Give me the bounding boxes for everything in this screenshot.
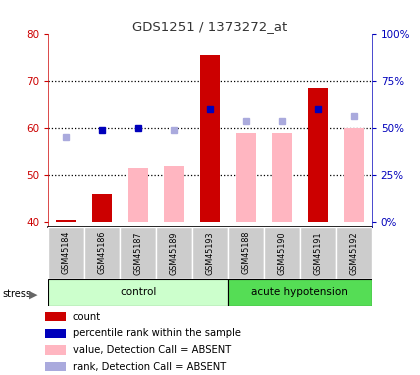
Bar — [45, 328, 66, 338]
FancyBboxPatch shape — [228, 227, 264, 279]
FancyBboxPatch shape — [48, 227, 84, 279]
Bar — [308, 88, 328, 222]
Text: GSM45187: GSM45187 — [134, 231, 143, 274]
FancyBboxPatch shape — [228, 279, 372, 306]
Text: GSM45186: GSM45186 — [98, 231, 107, 274]
Bar — [236, 133, 256, 222]
Text: percentile rank within the sample: percentile rank within the sample — [73, 328, 241, 338]
Bar — [272, 133, 292, 222]
Text: rank, Detection Call = ABSENT: rank, Detection Call = ABSENT — [73, 362, 226, 372]
Bar — [164, 166, 184, 222]
FancyBboxPatch shape — [264, 227, 300, 279]
Text: GSM45184: GSM45184 — [62, 231, 71, 274]
Bar — [45, 345, 66, 355]
Text: value, Detection Call = ABSENT: value, Detection Call = ABSENT — [73, 345, 231, 355]
FancyBboxPatch shape — [120, 227, 156, 279]
Text: stress: stress — [2, 289, 31, 299]
Text: acute hypotension: acute hypotension — [252, 287, 348, 297]
FancyBboxPatch shape — [300, 227, 336, 279]
Text: GSM45192: GSM45192 — [349, 231, 358, 275]
FancyBboxPatch shape — [84, 227, 120, 279]
Text: count: count — [73, 312, 101, 322]
Bar — [45, 312, 66, 321]
Text: control: control — [120, 287, 156, 297]
Bar — [200, 55, 220, 222]
Text: ▶: ▶ — [29, 290, 37, 300]
Text: GSM45188: GSM45188 — [241, 231, 250, 274]
FancyBboxPatch shape — [156, 227, 192, 279]
Bar — [56, 220, 76, 222]
Bar — [344, 128, 364, 222]
Text: GSM45189: GSM45189 — [170, 231, 178, 274]
Bar — [45, 362, 66, 371]
FancyBboxPatch shape — [48, 279, 228, 306]
Title: GDS1251 / 1373272_at: GDS1251 / 1373272_at — [132, 20, 288, 33]
Text: GSM45190: GSM45190 — [277, 231, 286, 274]
Text: GSM45193: GSM45193 — [205, 231, 215, 274]
Bar — [92, 194, 112, 222]
Text: GSM45191: GSM45191 — [313, 231, 322, 274]
FancyBboxPatch shape — [336, 227, 372, 279]
FancyBboxPatch shape — [192, 227, 228, 279]
Bar — [128, 168, 148, 222]
